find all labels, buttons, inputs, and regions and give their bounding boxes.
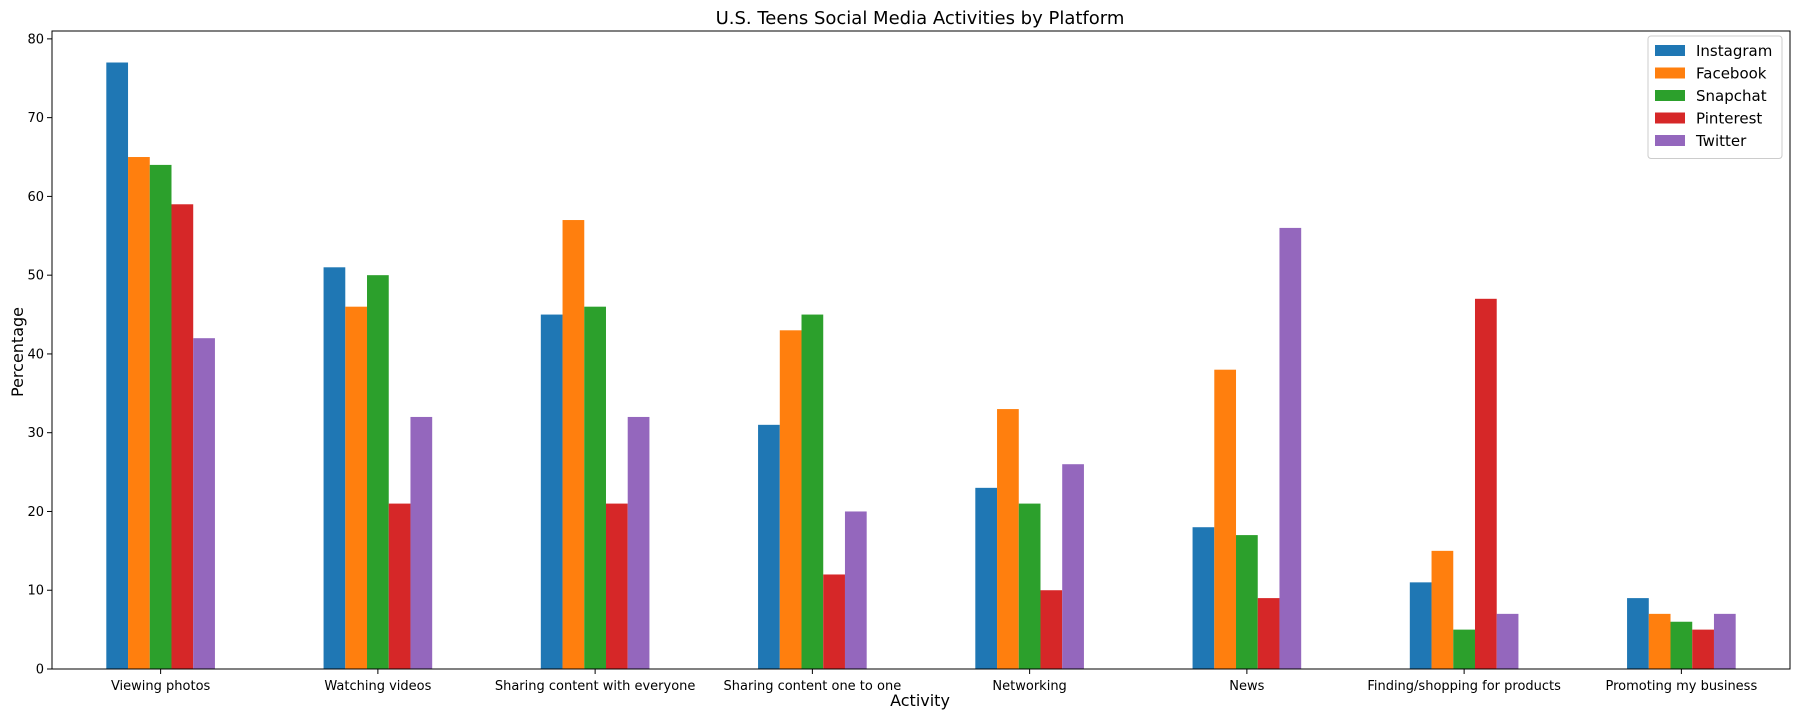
bar-twitter-7 [1713,613,1736,669]
legend-swatch-pinterest [1655,112,1685,124]
bar-snapchat-7 [1670,621,1693,669]
bar-pinterest-0 [171,204,194,669]
bar-instagram-1 [323,267,346,669]
bar-pinterest-7 [1692,629,1714,669]
y-tick-label: 0 [36,663,44,678]
bar-snapchat-2 [584,306,606,669]
legend: Instagram Facebook Snapchat Pinterest Twitte… [1647,35,1783,159]
y-tick-label: 10 [27,584,44,599]
x-tick-label: Viewing photos [111,679,211,694]
bar-twitter-0 [193,338,215,669]
bar-facebook-6 [1431,550,1454,669]
legend-label-twitter: Twitter [1695,132,1747,150]
bar-facebook-7 [1648,613,1671,669]
legend-swatch-instagram [1655,45,1685,56]
y-tick-label: 40 [27,347,44,362]
bar-facebook-4 [997,409,1019,669]
bar-facebook-1 [345,306,368,669]
legend-label-instagram: Instagram [1696,42,1772,60]
x-tick-label: News [1229,679,1264,694]
bar-snapchat-6 [1453,629,1475,669]
bar-instagram-0 [106,62,129,669]
bar-instagram-4 [975,487,998,669]
bar-snapchat-0 [149,164,172,669]
legend-frame [1647,35,1783,159]
bar-pinterest-2 [605,503,628,669]
bar-snapchat-1 [367,275,389,669]
x-tick-label: Sharing content one to one [724,679,902,694]
y-axis-title: Percentage [8,307,27,397]
legend-label-pinterest: Pinterest [1696,110,1762,128]
legend-swatch-twitter [1655,135,1685,146]
axes-layer [51,30,1791,670]
bar-pinterest-3 [823,574,845,669]
bars-layer [106,62,1736,670]
bar-pinterest-4 [1040,590,1063,669]
bar-pinterest-6 [1474,298,1497,669]
bar-pinterest-1 [388,503,411,669]
bar-twitter-2 [627,416,650,669]
y-tick-label: 70 [27,111,44,126]
bar-twitter-6 [1496,613,1519,669]
bar-instagram-7 [1627,598,1649,669]
bar-instagram-5 [1192,527,1215,669]
chart-title: U.S. Teens Social Media Activities by Pl… [716,8,1125,29]
y-tick-label: 80 [27,32,44,47]
x-axis-title: Activity [890,691,950,710]
bar-snapchat-3 [801,314,824,669]
bar-pinterest-5 [1257,598,1280,669]
bar-instagram-3 [758,424,780,669]
x-tick-label: Sharing content with everyone [495,679,696,694]
bar-instagram-6 [1409,582,1432,669]
x-tick-label: Finding/shopping for products [1367,679,1561,694]
bar-facebook-3 [779,330,802,669]
bar-facebook-5 [1214,369,1237,669]
bar-twitter-1 [410,416,433,669]
plot-frame [51,30,1791,670]
x-tick-label: Watching videos [324,679,431,694]
y-tick-label: 50 [27,269,44,284]
y-tick-label: 20 [27,505,44,520]
legend-label-facebook: Facebook [1696,65,1767,83]
bar-twitter-5 [1279,227,1302,669]
y-tick-label: 30 [27,426,44,441]
bar-facebook-2 [562,220,585,670]
y-axis-ticks: 0 10 20 30 40 50 60 70 80 [27,32,52,678]
bar-twitter-3 [844,511,867,669]
bar-facebook-0 [128,157,150,669]
bar-instagram-2 [540,314,563,669]
y-tick-label: 60 [27,190,44,205]
x-axis-ticks: Viewing photos Watching videos Sharing con… [111,669,1758,694]
x-tick-label: Promoting my business [1606,679,1758,694]
bar-snapchat-4 [1018,503,1041,669]
legend-label-snapchat: Snapchat [1696,87,1767,105]
legend-swatch-snapchat [1655,90,1685,101]
bar-snapchat-5 [1236,535,1258,669]
legend-swatch-facebook [1655,67,1685,79]
x-tick-label: Networking [992,679,1066,694]
bar-twitter-4 [1062,464,1084,669]
